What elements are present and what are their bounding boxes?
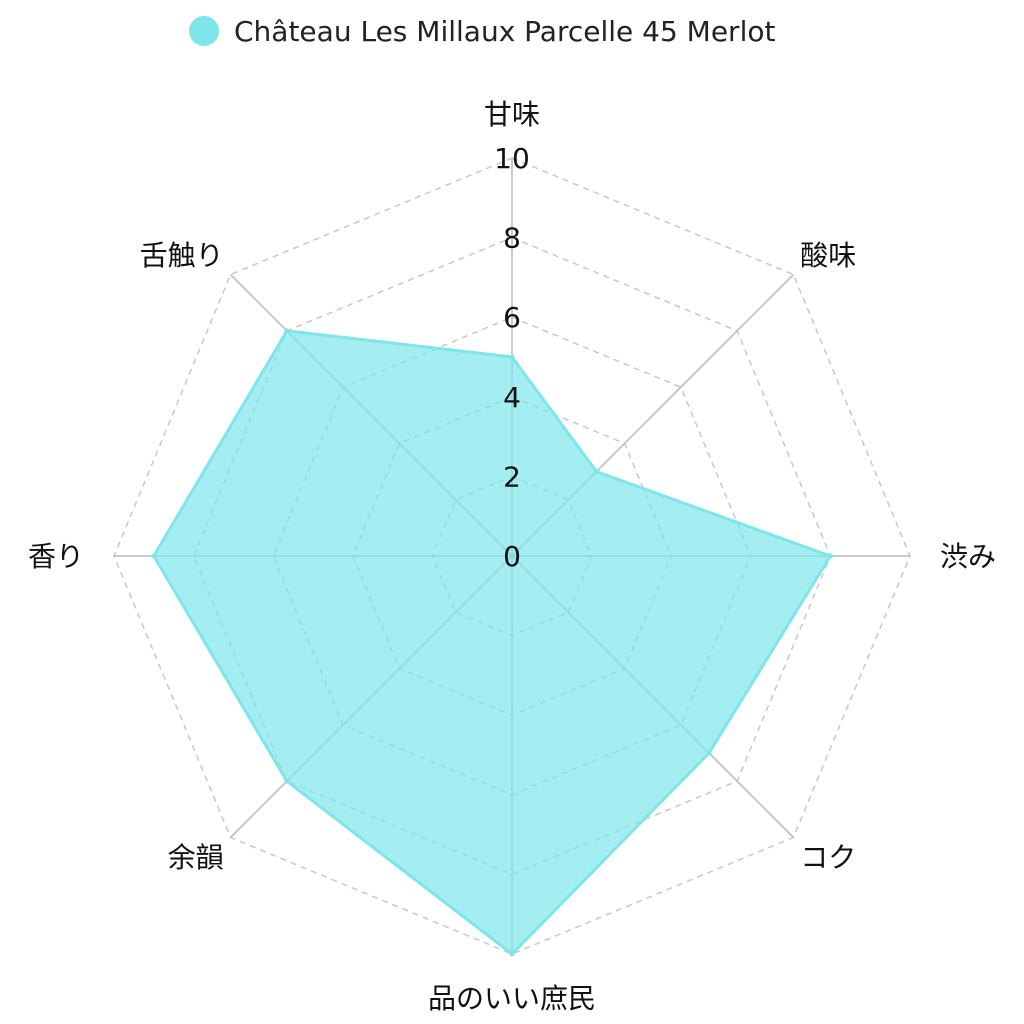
series-area-0 xyxy=(152,329,832,956)
grid-ring-8 xyxy=(192,236,832,876)
radial-tick-labels: 0 2 4 6 8 10 xyxy=(494,142,530,573)
category-label: 渋み xyxy=(940,540,996,573)
legend-label: Château Les Millaux Parcelle 45 Merlot xyxy=(234,15,775,48)
data-point-0-2 xyxy=(827,553,833,559)
legend: Château Les Millaux Parcelle 45 Merlot xyxy=(189,15,775,48)
category-label: 品のいい庶民 xyxy=(428,982,596,1015)
tick-label: 4 xyxy=(503,381,521,414)
data-point-0-0 xyxy=(509,354,515,360)
tick-label: 6 xyxy=(503,301,521,334)
tick-label: 8 xyxy=(503,222,521,255)
category-label: 酸味 xyxy=(800,239,856,272)
category-label: 余韻 xyxy=(168,841,224,874)
category-label: 舌触り xyxy=(140,239,224,272)
category-label: コク xyxy=(800,841,856,874)
data-point-0-6 xyxy=(151,553,157,559)
data-point-0-5 xyxy=(284,778,290,784)
data-point-0-7 xyxy=(284,328,290,334)
category-label: 甘味 xyxy=(484,98,540,131)
series-layer xyxy=(151,328,833,957)
data-point-0-4 xyxy=(509,951,515,957)
data-point-0-1 xyxy=(593,469,599,475)
tick-label: 2 xyxy=(503,460,521,493)
data-point-0-3 xyxy=(706,750,712,756)
legend-swatch-icon xyxy=(189,16,219,46)
category-label: 香り xyxy=(28,540,84,573)
tick-label: 10 xyxy=(494,142,530,175)
tick-label: 0 xyxy=(503,540,521,573)
